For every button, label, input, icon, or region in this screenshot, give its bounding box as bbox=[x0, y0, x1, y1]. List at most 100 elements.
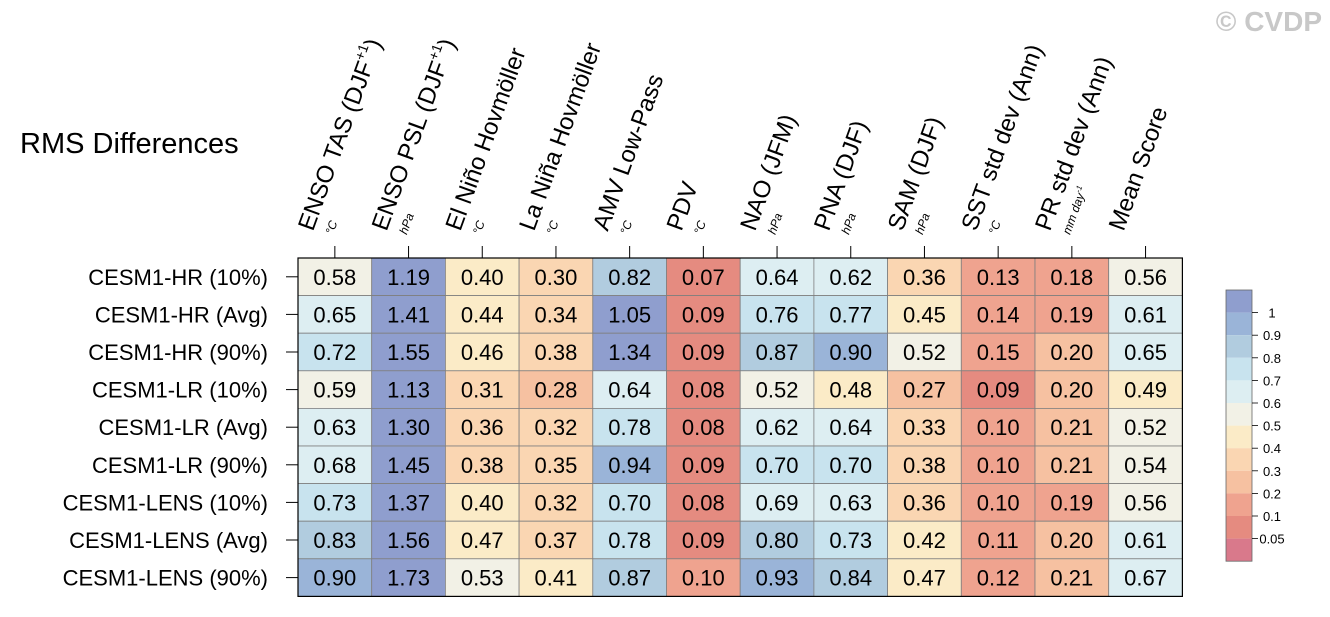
heatmap-cell bbox=[518, 520, 594, 560]
colorbar-label: 0.2 bbox=[1263, 486, 1281, 501]
row-label: CESM1-HR (10%) bbox=[88, 265, 268, 290]
colorbar-swatch bbox=[1226, 448, 1252, 471]
cell-value-label: 0.58 bbox=[313, 265, 356, 290]
heatmap-cell bbox=[518, 332, 594, 372]
cell-value-label: 1.73 bbox=[387, 566, 430, 591]
cell-value-label: 0.59 bbox=[313, 378, 356, 403]
cell-value-label: 0.12 bbox=[977, 566, 1020, 591]
column-label: AMV Low-Pass bbox=[588, 71, 669, 234]
cell-value-label: 0.08 bbox=[682, 415, 725, 440]
cell-value-label: 0.52 bbox=[1124, 415, 1167, 440]
row-label: CESM1-LENS (Avg) bbox=[69, 528, 268, 553]
colorbar-label: 0.8 bbox=[1263, 351, 1281, 366]
cell-value-label: 0.38 bbox=[535, 340, 578, 365]
row-label: CESM1-HR (90%) bbox=[88, 340, 268, 365]
cell-value-label: 0.27 bbox=[903, 378, 946, 403]
cell-value-label: 0.82 bbox=[608, 265, 651, 290]
heatmap-cell bbox=[371, 407, 446, 447]
heatmap-cell bbox=[518, 483, 594, 522]
colorbar-label: 0.9 bbox=[1263, 328, 1281, 343]
cell-value-label: 0.52 bbox=[756, 378, 799, 403]
heatmap-cell bbox=[813, 445, 889, 484]
heatmap-cell bbox=[592, 407, 667, 447]
heatmap-cell bbox=[1034, 407, 1110, 447]
cell-value-label: 1.30 bbox=[387, 415, 430, 440]
colorbar-swatch bbox=[1226, 312, 1252, 336]
cell-value-label: 0.70 bbox=[756, 453, 799, 478]
colorbar-label: 1 bbox=[1268, 306, 1275, 321]
heatmap-cell bbox=[444, 332, 520, 372]
cell-value-label: 0.33 bbox=[903, 415, 946, 440]
heatmap-cell bbox=[887, 520, 962, 560]
cell-value-label: 0.73 bbox=[313, 490, 356, 515]
cell-value-label: 1.34 bbox=[608, 340, 651, 365]
heatmap-cell bbox=[518, 295, 594, 334]
colorbar-swatch bbox=[1226, 538, 1252, 562]
heatmap-cell bbox=[666, 558, 741, 597]
cell-value-label: 0.73 bbox=[829, 528, 872, 553]
cell-value-label: 0.70 bbox=[608, 490, 651, 515]
cell-value-label: 0.28 bbox=[535, 378, 578, 403]
row-label: CESM1-LR (10%) bbox=[92, 378, 268, 403]
cell-value-label: 0.07 bbox=[682, 265, 725, 290]
column-label: SAM (DJF) bbox=[883, 113, 949, 234]
row-labels: CESM1-HR (10%) CESM1-HR (Avg) CESM1-HR (90… bbox=[63, 265, 298, 591]
column-unit: °C bbox=[617, 218, 635, 236]
heatmap-cell bbox=[592, 295, 667, 334]
colorbar-swatch bbox=[1226, 470, 1252, 494]
cell-value-label: 0.63 bbox=[829, 490, 872, 515]
cell-value-label: 0.52 bbox=[903, 340, 946, 365]
heatmap-cell bbox=[518, 407, 594, 447]
cell-value-label: 0.61 bbox=[1124, 528, 1167, 553]
colorbar: 1 0.9 0.8 0.7 0.6 0.5 0.4 0.3 0.2 0.1 0.05 bbox=[1225, 289, 1285, 562]
cell-value-label: 0.18 bbox=[1050, 265, 1093, 290]
colorbar-swatch bbox=[1226, 335, 1252, 358]
cell-value-label: 0.36 bbox=[461, 415, 504, 440]
heatmap-cell bbox=[1034, 520, 1110, 560]
cell-value-label: 0.11 bbox=[978, 528, 1019, 553]
column-header: SAM (DJF)hPa bbox=[883, 113, 949, 236]
heatmap-cell bbox=[813, 332, 889, 372]
heatmap-cell bbox=[739, 520, 815, 560]
cell-value-label: 0.78 bbox=[608, 528, 651, 553]
cell-value-label: 0.90 bbox=[313, 566, 356, 591]
colorbar-swatch bbox=[1226, 493, 1252, 516]
cell-value-label: 0.65 bbox=[1124, 340, 1167, 365]
cell-value-label: 0.14 bbox=[977, 302, 1020, 327]
heatmap-cell bbox=[813, 483, 889, 522]
column-label: El Niño Hovmöller bbox=[441, 44, 532, 234]
column-label: ENSO TAS (DJF+1) bbox=[290, 34, 387, 234]
cell-value-label: 0.32 bbox=[535, 490, 578, 515]
column-label: NAO (JFM) bbox=[735, 111, 802, 234]
heatmap-cell bbox=[297, 370, 373, 409]
colorbar-label: 0.3 bbox=[1263, 464, 1281, 479]
cell-value-label: 0.72 bbox=[313, 340, 356, 365]
cell-value-label: 0.36 bbox=[903, 490, 946, 515]
cell-value-label: 1.55 bbox=[387, 340, 430, 365]
cell-value-label: 0.47 bbox=[461, 528, 504, 553]
cell-value-label: 0.09 bbox=[682, 302, 725, 327]
column-label: ENSO PSL (DJF+1) bbox=[364, 34, 461, 234]
heatmap-cell bbox=[1108, 558, 1183, 597]
cell-value-label: 0.94 bbox=[608, 453, 651, 478]
heatmap-cell bbox=[887, 295, 962, 334]
heatmap-cell bbox=[960, 558, 1036, 597]
cell-value-label: 0.64 bbox=[756, 265, 799, 290]
cell-value-label: 1.13 bbox=[387, 378, 430, 403]
cell-value-label: 0.35 bbox=[535, 453, 578, 478]
column-unit: hPa bbox=[396, 211, 417, 236]
cell-value-label: 0.48 bbox=[829, 378, 872, 403]
colorbar-swatch bbox=[1226, 516, 1252, 539]
heatmap-cell bbox=[444, 370, 520, 409]
column-label: La Niña Hovmöller bbox=[514, 39, 607, 234]
cell-value-label: 1.56 bbox=[387, 528, 430, 553]
cell-value-label: 0.20 bbox=[1050, 378, 1093, 403]
cell-value-label: 0.31 bbox=[461, 378, 504, 403]
cell-value-label: 0.30 bbox=[535, 265, 578, 290]
cell-value-label: 0.15 bbox=[977, 340, 1020, 365]
heatmap-cell bbox=[813, 370, 889, 409]
heatmap-cell bbox=[297, 483, 373, 522]
cell-value-label: 0.61 bbox=[1124, 302, 1167, 327]
heatmap-cell bbox=[887, 558, 962, 597]
